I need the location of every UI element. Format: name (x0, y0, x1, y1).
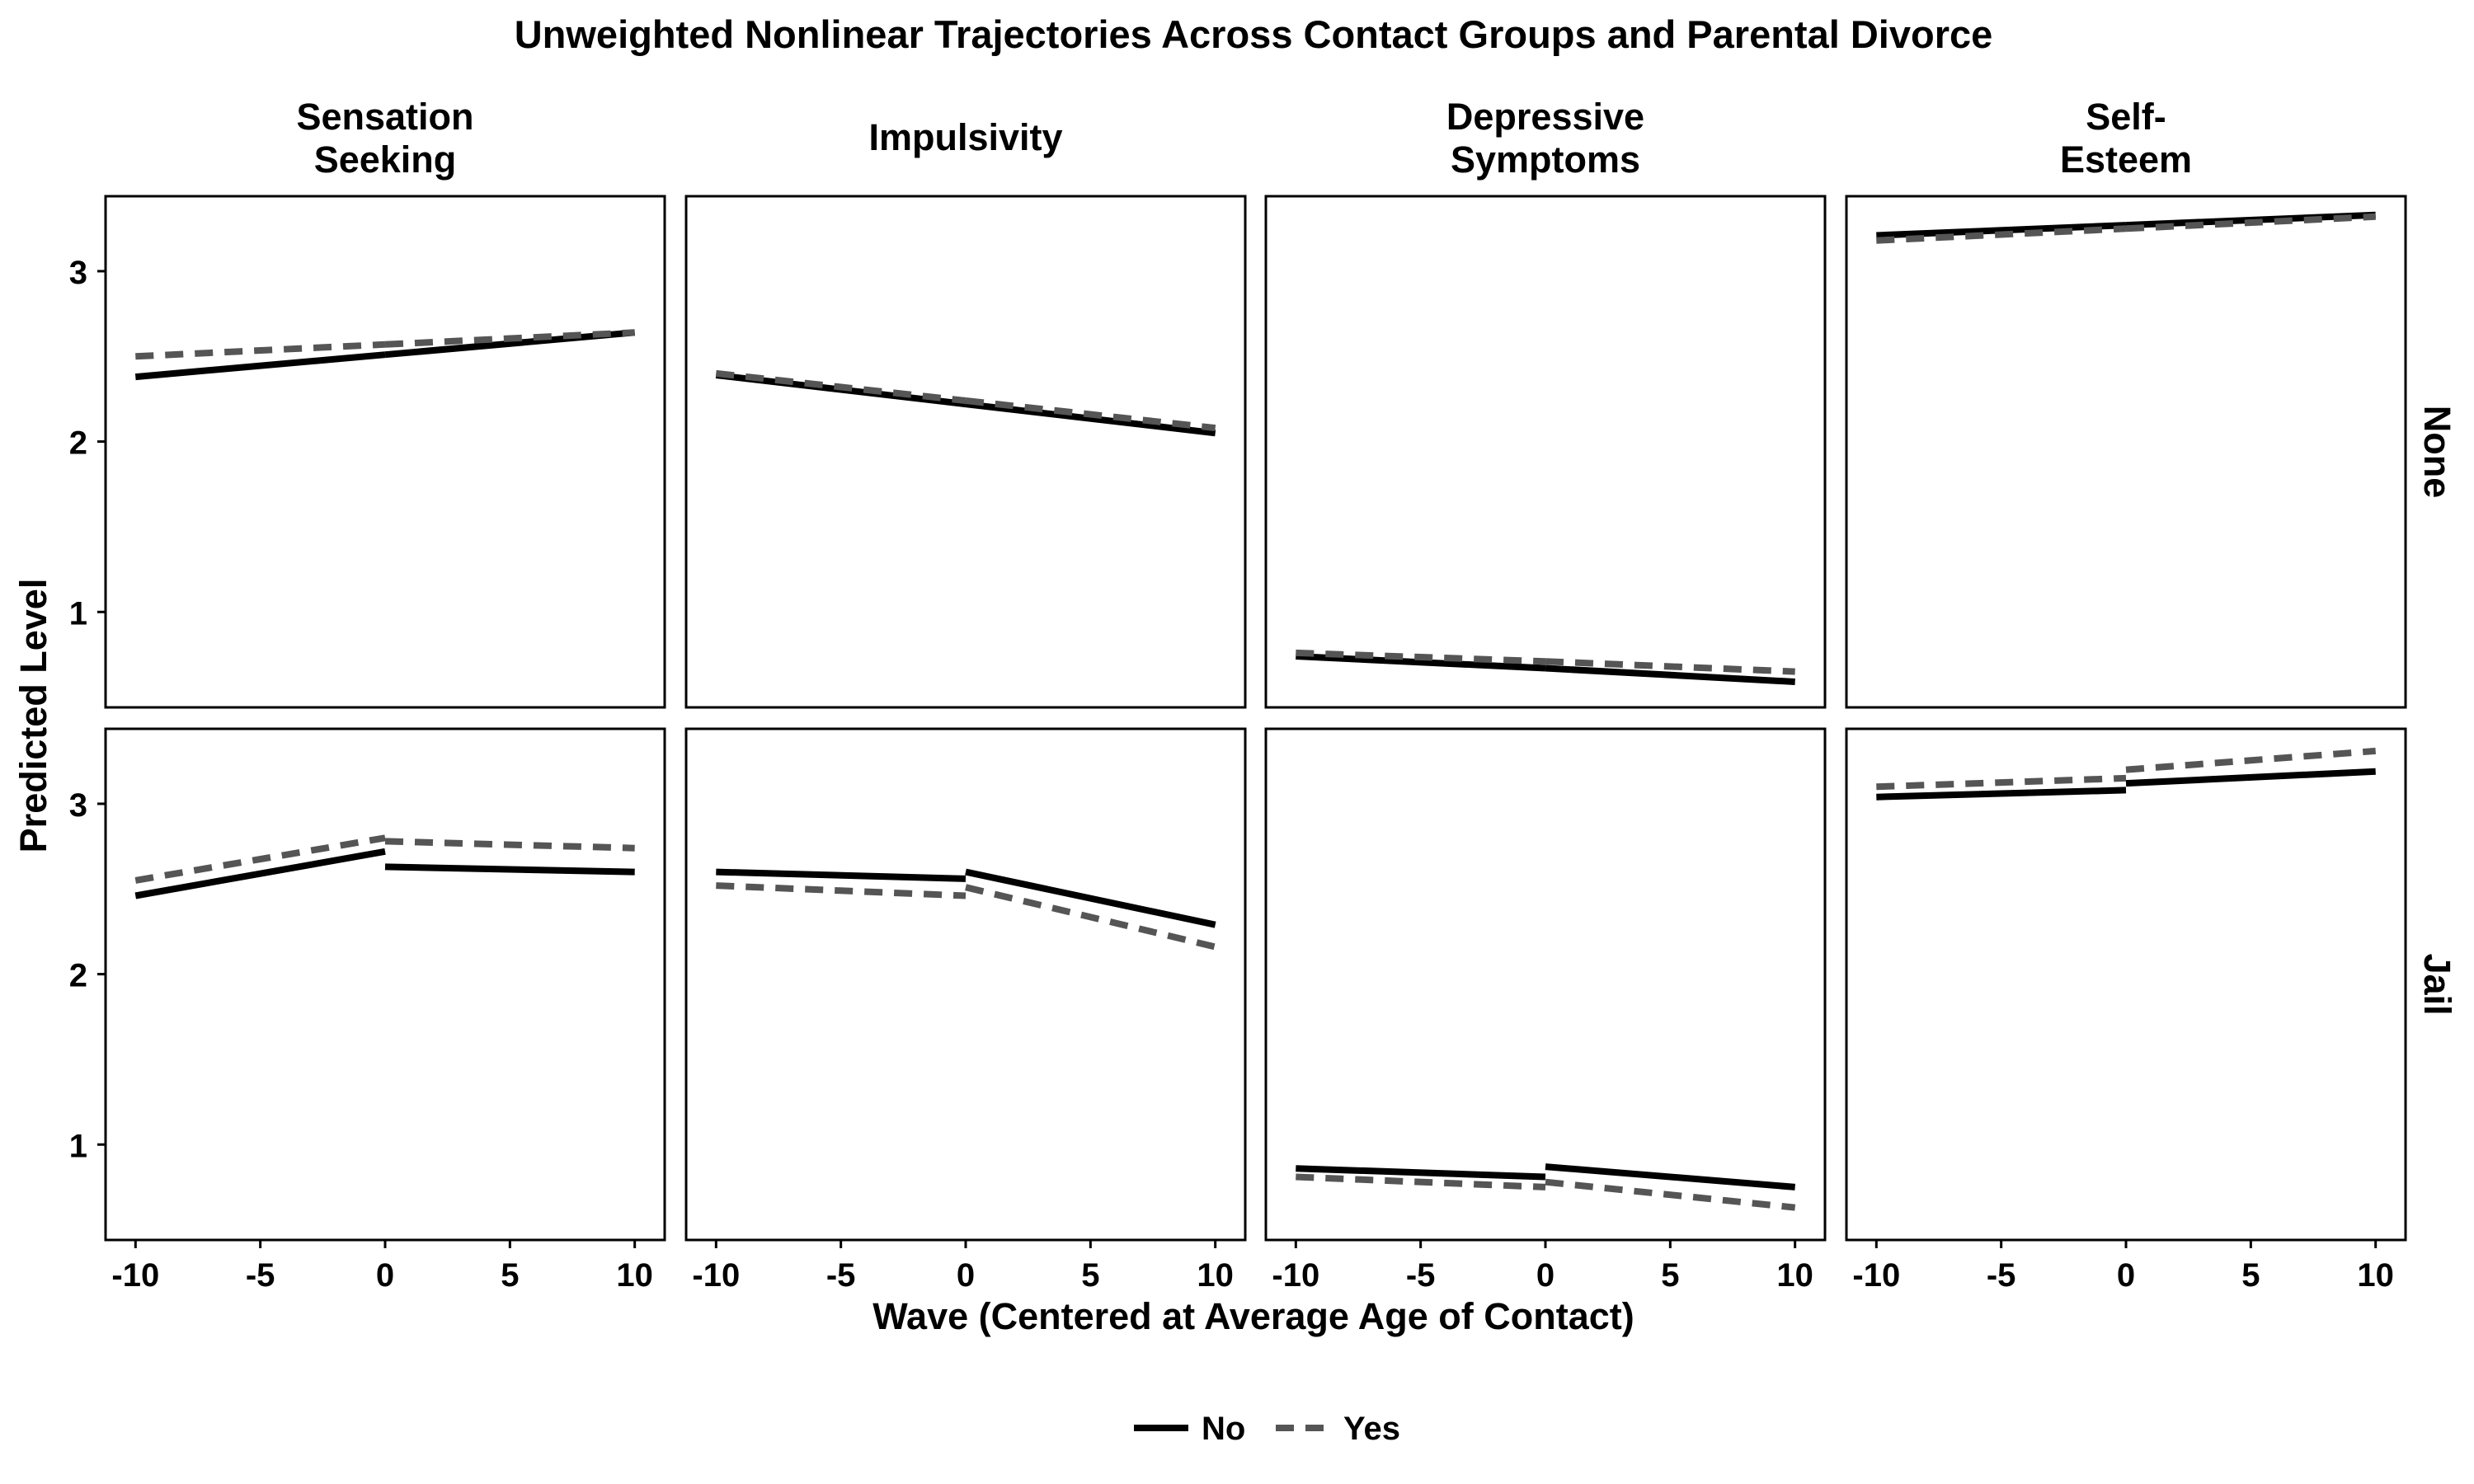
series-line-no-jail-depressive-seg1 (1296, 1165, 1546, 1181)
x-tick-label: -10 (692, 1257, 740, 1294)
y-tick-label: 1 (69, 595, 87, 632)
x-tick-label: 0 (1536, 1257, 1554, 1294)
series-line-yes-none-selfesteem-seg1 (1876, 225, 2127, 244)
x-tick-label: 5 (1081, 1257, 1099, 1294)
y-tick-label: 2 (69, 958, 87, 994)
column-strip-line: Symptoms (1451, 139, 1640, 181)
y-tick-label: 2 (69, 425, 87, 462)
series-line-yes-jail-sensation-seg1 (134, 834, 386, 884)
panel-frame-none-impulsivity (684, 195, 1247, 709)
x-tick-label: -10 (111, 1257, 159, 1294)
panel-frame-jail-depressive (1264, 727, 1827, 1242)
series-line-yes-none-depressive-seg2 (1545, 658, 1795, 675)
x-tick-label: 5 (501, 1257, 519, 1294)
panel-frame-none-depressive (1264, 195, 1827, 709)
x-tick-label: 5 (2241, 1257, 2260, 1294)
panel-frame-jail-selfesteem (1845, 727, 2407, 1242)
series-line-yes-none-sensation-seg1 (135, 340, 386, 360)
series-line-no-jail-selfesteem-seg1 (1876, 787, 2127, 801)
legend: No Yes (1134, 1411, 1400, 1447)
series-line-no-none-depressive-seg1 (1296, 653, 1546, 672)
column-strip-line: Esteem (2060, 139, 2192, 181)
legend-label-yes: Yes (1343, 1411, 1400, 1447)
series-line-yes-none-impulsivity-seg1 (715, 369, 967, 404)
x-axis-label: Wave (Centered at Average Age of Contact… (872, 1295, 1634, 1337)
row-strip-jail: Jail (2416, 953, 2458, 1015)
panels-layer: Sensation Seeking Impulsivity Depressive Sym… (69, 96, 2458, 1294)
series-line-no-jail-selfesteem-seg2 (2125, 768, 2376, 787)
column-strip-depressive: Depressive Symptoms (1446, 96, 1644, 181)
column-strip-line: Self- (2086, 96, 2166, 138)
panel-frame-none-sensation (104, 195, 666, 709)
column-strip-sensation: Sensation Seeking (296, 96, 473, 181)
x-tick-label: -5 (246, 1257, 275, 1294)
series-line-no-jail-impulsivity-seg1 (716, 868, 967, 882)
panel-frame-jail-impulsivity (684, 727, 1247, 1242)
series-line-no-none-depressive-seg2 (1545, 665, 1795, 685)
series-line-yes-none-depressive-seg1 (1296, 649, 1546, 665)
series-line-no-jail-sensation-seg2 (384, 863, 635, 876)
series-line-yes-none-sensation-seg2 (384, 329, 635, 348)
legend-label-no: No (1202, 1411, 1245, 1447)
x-tick-label: -5 (1406, 1257, 1436, 1294)
column-strip-line: Seeking (314, 139, 457, 181)
x-tick-label: 10 (2357, 1257, 2394, 1294)
x-tick-label: 0 (957, 1257, 975, 1294)
column-strip-impulsivity: Impulsivity (868, 116, 1062, 158)
column-strip-selfesteem: Self-Esteem (2060, 96, 2192, 181)
series-line-yes-none-impulsivity-seg2 (965, 397, 1216, 432)
series-line-yes-jail-depressive-seg1 (1296, 1173, 1546, 1190)
column-strip-line: Impulsivity (868, 116, 1062, 158)
series-line-no-jail-depressive-seg2 (1545, 1163, 1796, 1190)
x-tick-label: 10 (616, 1257, 653, 1294)
column-strip-line: Sensation (296, 96, 473, 138)
x-tick-label: -5 (1987, 1257, 2016, 1294)
series-line-yes-none-selfesteem-seg2 (2125, 213, 2376, 232)
x-tick-label: 0 (2117, 1257, 2135, 1294)
row-strip-none: None (2416, 406, 2458, 499)
series-line-yes-jail-selfesteem-seg2 (2125, 747, 2376, 773)
x-tick-label: -10 (1272, 1257, 1319, 1294)
x-tick-label: 0 (376, 1257, 394, 1294)
series-line-no-none-impulsivity-seg2 (965, 401, 1216, 437)
column-strip-line: Depressive (1446, 96, 1644, 138)
x-tick-label: -5 (826, 1257, 856, 1294)
series-line-yes-jail-depressive-seg2 (1545, 1178, 1796, 1211)
y-tick-label: 3 (69, 255, 87, 291)
x-tick-label: 10 (1776, 1257, 1813, 1294)
series-line-no-none-sensation-seg1 (134, 351, 386, 381)
series-line-no-jail-sensation-seg1 (134, 848, 386, 899)
series-line-no-jail-impulsivity-seg2 (965, 868, 1216, 928)
series-line-yes-jail-selfesteem-seg1 (1876, 774, 2127, 791)
panel-frame-none-selfesteem (1845, 195, 2407, 709)
series-line-yes-jail-impulsivity-seg1 (716, 882, 967, 899)
panel-frame-jail-sensation (104, 727, 666, 1242)
series-line-yes-jail-impulsivity-seg2 (965, 884, 1216, 951)
x-tick-label: -10 (1852, 1257, 1900, 1294)
chart-title: Unweighted Nonlinear Trajectories Across… (515, 12, 1993, 56)
series-line-yes-jail-sensation-seg2 (384, 838, 635, 852)
y-axis-label: Predicted Level (12, 579, 54, 853)
y-tick-label: 3 (69, 787, 87, 824)
series-line-no-none-selfesteem-seg1 (1876, 222, 2127, 239)
x-tick-label: 10 (1197, 1257, 1234, 1294)
x-tick-label: 5 (1661, 1257, 1679, 1294)
y-tick-label: 1 (69, 1128, 87, 1164)
